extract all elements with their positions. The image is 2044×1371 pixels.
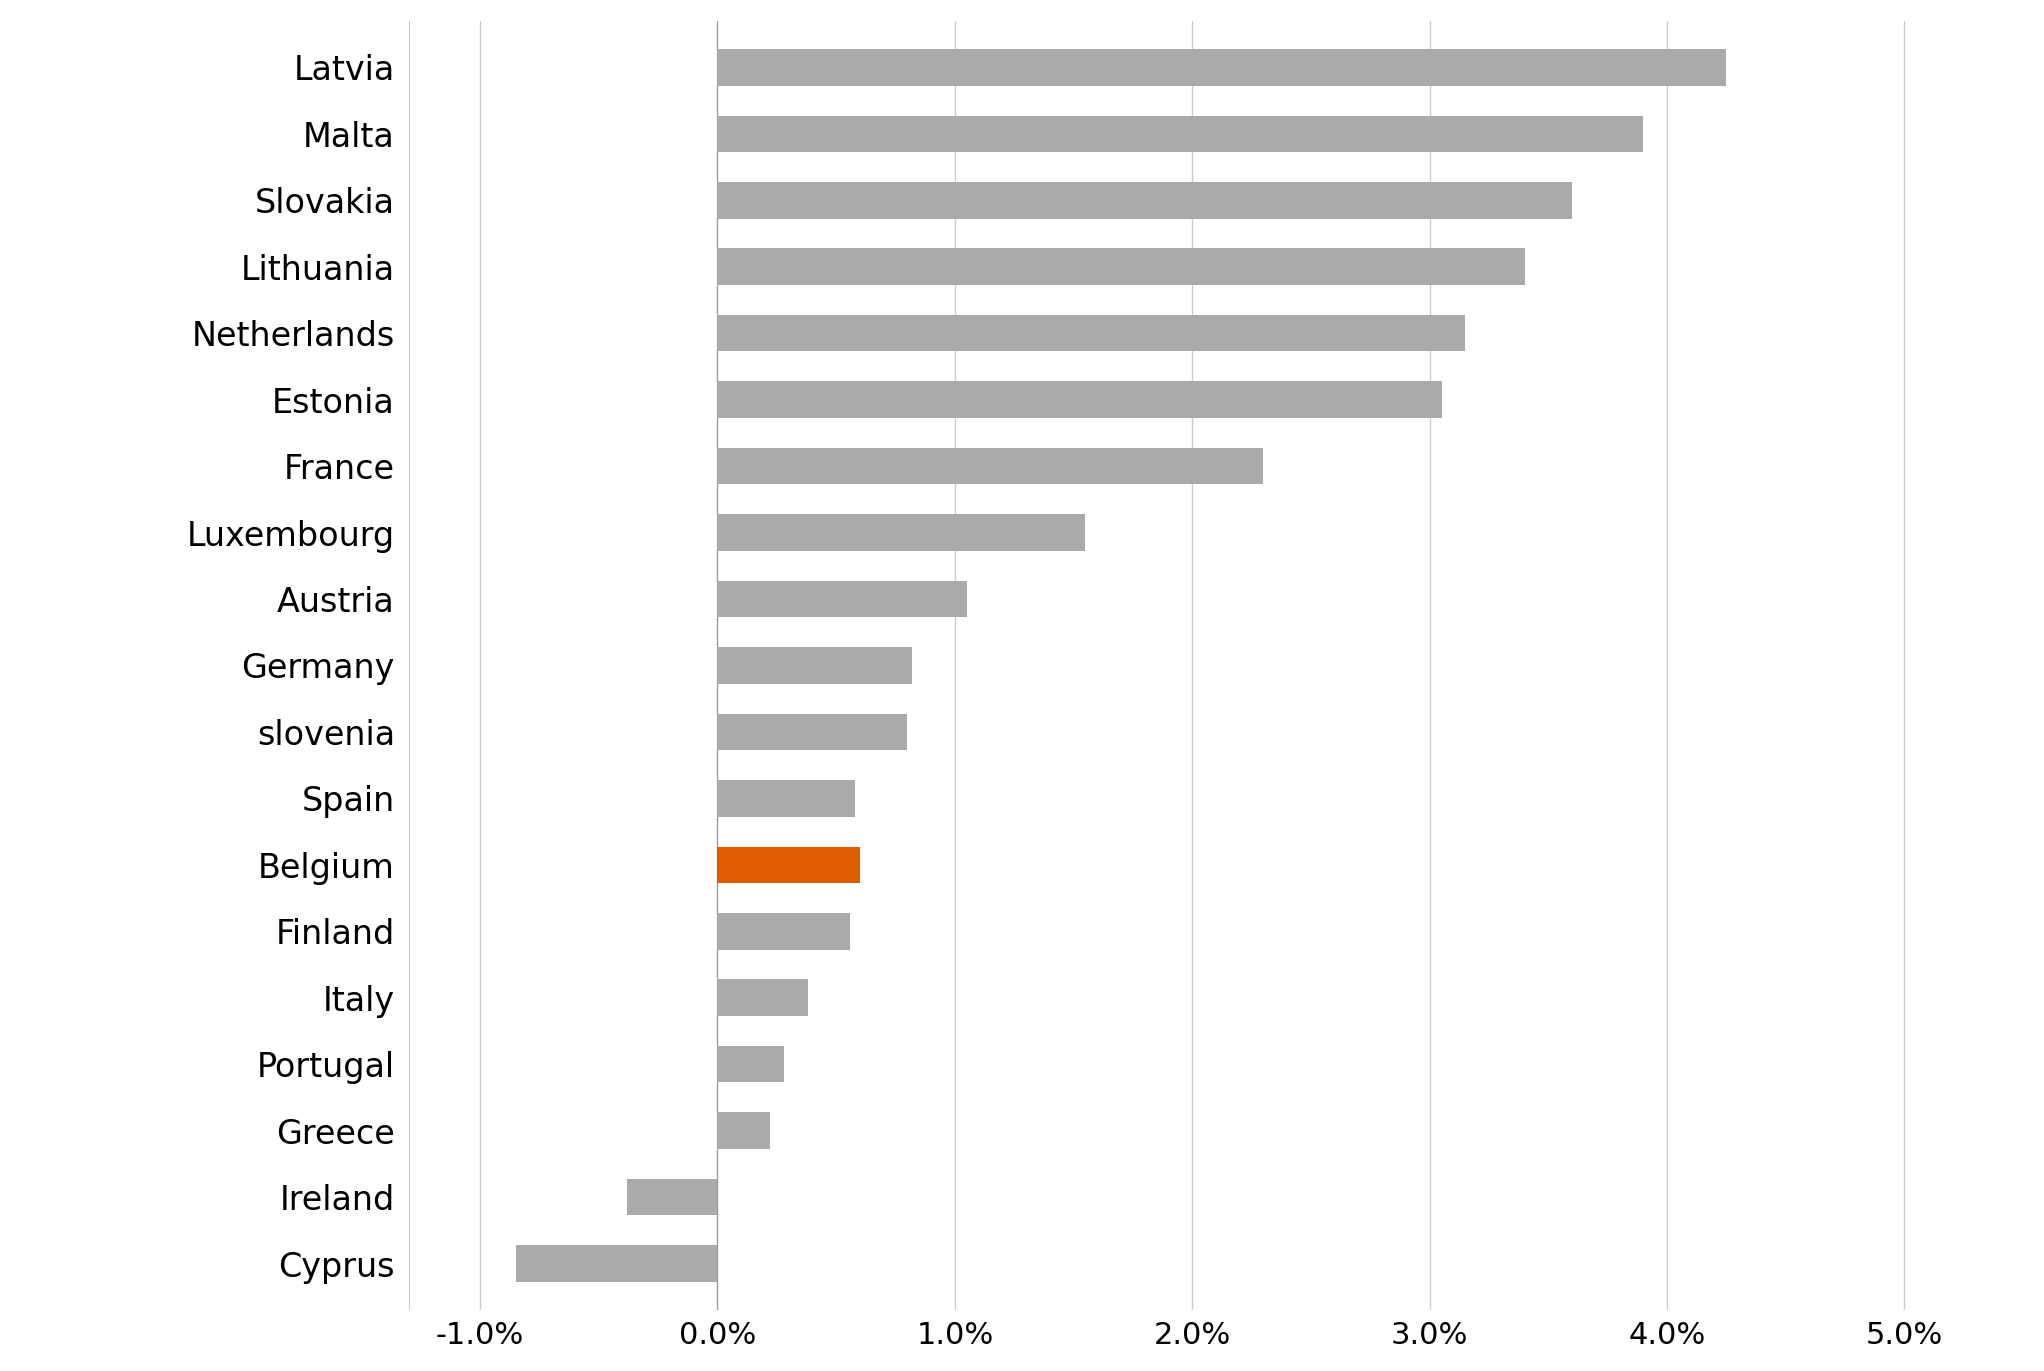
- Bar: [717, 647, 912, 684]
- Bar: [717, 381, 1441, 418]
- Bar: [717, 1046, 785, 1083]
- Bar: [515, 1245, 717, 1282]
- Bar: [717, 115, 1643, 152]
- Bar: [717, 49, 1727, 85]
- Bar: [717, 846, 861, 883]
- Bar: [717, 780, 854, 817]
- Bar: [717, 581, 967, 617]
- Bar: [717, 714, 908, 750]
- Bar: [717, 514, 1085, 551]
- Bar: [717, 979, 807, 1016]
- Bar: [717, 315, 1466, 351]
- Bar: [717, 248, 1525, 285]
- Bar: [717, 182, 1572, 218]
- Bar: [717, 448, 1263, 484]
- Bar: [628, 1179, 717, 1215]
- Bar: [717, 913, 850, 950]
- Bar: [717, 1112, 771, 1149]
